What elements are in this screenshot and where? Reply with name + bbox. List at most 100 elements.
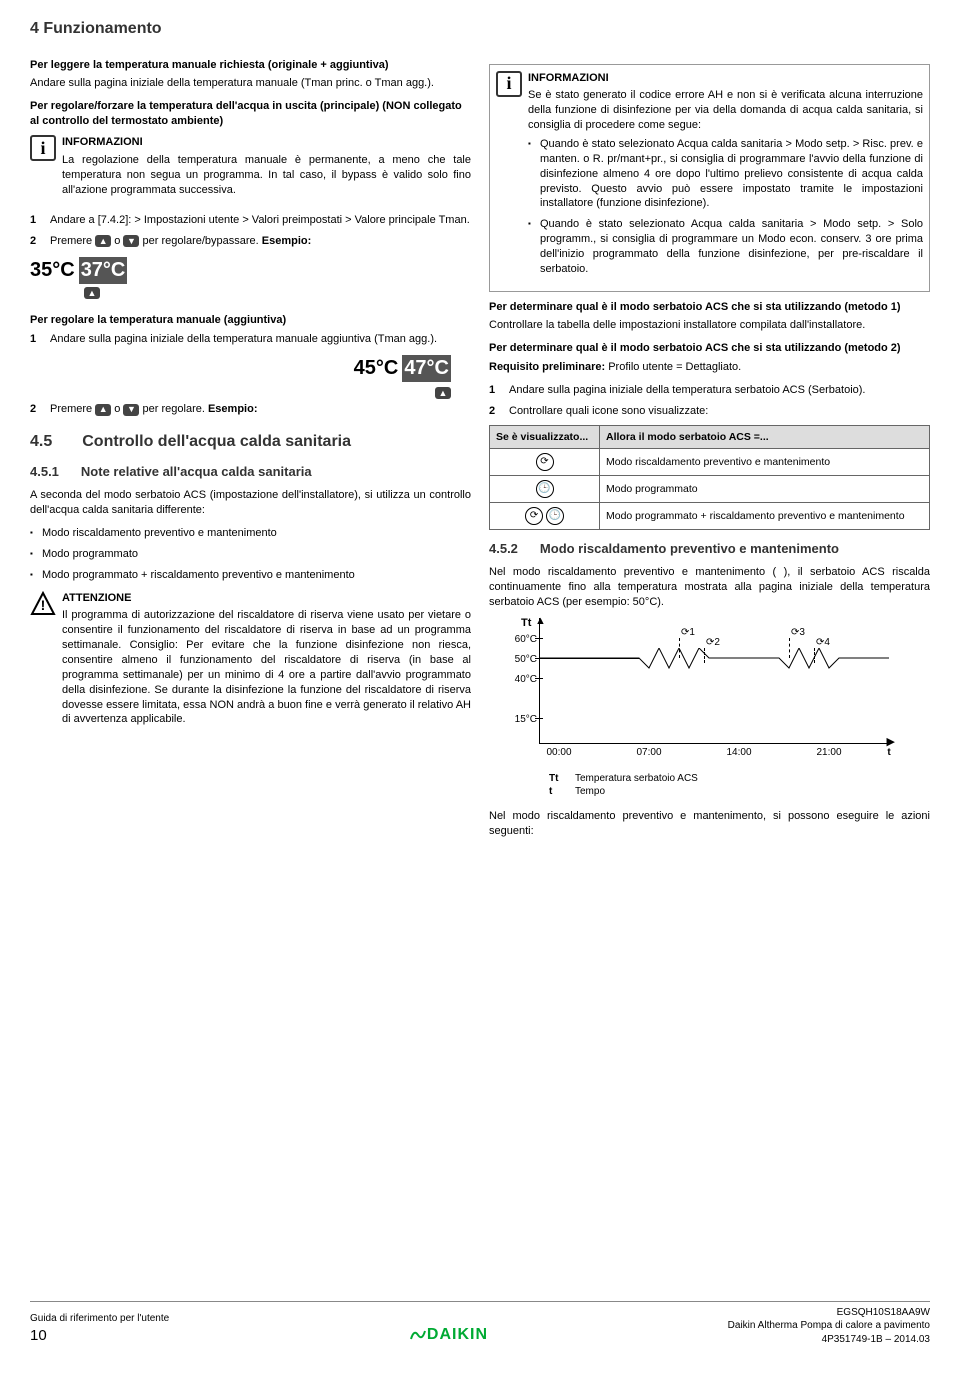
brand-logo-icon	[409, 1327, 427, 1341]
list-item: Modo riscaldamento preventivo e mantenim…	[42, 526, 471, 541]
step-number: 2	[30, 402, 42, 417]
reheat-icon: ⟳	[536, 453, 554, 471]
temp-value: 35°C	[30, 257, 75, 284]
footer-model: EGSQH10S18AA9W	[728, 1306, 930, 1320]
step-number: 1	[489, 383, 501, 398]
temperature-example: 35°C 37°C	[30, 257, 127, 284]
chart-zigzag-icon	[539, 648, 889, 688]
legend-value: Temperatura serbatoio ACS	[575, 772, 698, 786]
legend-value: Tempo	[575, 785, 605, 799]
x-tick-label: 07:00	[636, 746, 661, 760]
y-tick-label: 60°C	[499, 633, 537, 647]
bullet-list: Modo riscaldamento preventivo e mantenim…	[30, 526, 471, 583]
page-header: 4 Funzionamento	[30, 18, 930, 40]
step-text: Andare sulla pagina iniziale della tempe…	[50, 332, 471, 347]
x-axis	[539, 743, 889, 744]
table-icon-cell: ⟳	[490, 448, 600, 475]
table-row: 🕒 Modo programmato	[490, 475, 930, 502]
y-tick-label: 50°C	[499, 653, 537, 667]
step-text: Premere ▲ o ▼ per regolare/bypassare. Es…	[50, 234, 471, 249]
svg-text:!: !	[41, 597, 46, 613]
info-content: INFORMAZIONI La regolazione della temper…	[62, 135, 471, 205]
table-header-row: Se è visualizzato... Allora il modo serb…	[490, 425, 930, 448]
x-tick-label: 14:00	[726, 746, 751, 760]
y-axis-title: Tt	[521, 616, 531, 631]
paragraph: Nel modo riscaldamento preventivo e mant…	[489, 565, 930, 610]
chart-marker-line	[704, 648, 705, 663]
legend-key: Tt	[549, 772, 565, 786]
y-tick	[535, 638, 543, 639]
footer-brand: DAIKIN	[409, 1324, 488, 1346]
table-icon-cell: ⟳ 🕒	[490, 502, 600, 529]
footer-product: Daikin Altherma Pompa di calore a pavime…	[728, 1319, 930, 1333]
y-tick	[535, 718, 543, 719]
footer-docnum: 4P351749-1B – 2014.03	[728, 1333, 930, 1347]
subhead: Per regolare la temperatura manuale (agg…	[30, 313, 471, 328]
temperature-example: 45°C 47°C	[354, 355, 451, 382]
info-callout: i INFORMAZIONI Se è stato generato il co…	[489, 64, 930, 292]
info-callout: i INFORMAZIONI La regolazione della temp…	[30, 135, 471, 205]
left-column: Per leggere la temperatura manuale richi…	[30, 58, 471, 847]
up-arrow-icon: ▲	[435, 387, 451, 399]
paragraph: Nel modo riscaldamento preventivo e mant…	[489, 809, 930, 839]
y-tick-label: 15°C	[499, 713, 537, 727]
up-arrow-icon: ▲	[95, 235, 111, 247]
subsection-title: Note relative all'acqua calda sanitaria	[81, 463, 312, 481]
step: 2 Premere ▲ o ▼ per regolare/bypassare. …	[30, 234, 471, 249]
paragraph: Requisito preliminare: Profilo utente = …	[489, 360, 930, 375]
reheat-icon: ⟳	[525, 507, 543, 525]
subsection-title: Modo riscaldamento preventivo e mantenim…	[540, 540, 839, 558]
x-tick-label: 21:00	[816, 746, 841, 760]
section-number: 4	[30, 20, 39, 37]
chart-marker-line	[679, 638, 680, 658]
step: 2 Controllare quali icone sono visualizz…	[489, 404, 930, 419]
down-arrow-icon: ▼	[123, 235, 139, 247]
temp-value-highlight: 37°C	[79, 257, 128, 284]
schedule-icon: 🕒	[546, 507, 564, 525]
info-heading: INFORMAZIONI	[62, 135, 471, 150]
step-text: Andare a [7.4.2]: > Impostazioni utente …	[50, 213, 471, 228]
subhead: Per determinare qual è il modo serbatoio…	[489, 300, 930, 315]
bullet-list: Quando è stato selezionato Acqua calda s…	[528, 137, 923, 277]
down-arrow-icon: ▼	[123, 404, 139, 416]
table-header: Se è visualizzato...	[490, 425, 600, 448]
chart-marker: ⟳1	[681, 626, 695, 640]
legend-key: t	[549, 785, 565, 799]
step-number: 2	[489, 404, 501, 419]
subhead: Per regolare/forzare la temperatura dell…	[30, 99, 471, 129]
info-icon: i	[30, 135, 56, 161]
list-item: Quando è stato selezionato Acqua calda s…	[540, 137, 923, 211]
up-arrow-icon: ▲	[84, 287, 100, 299]
step-number: 1	[30, 213, 42, 228]
subsection-number: 4.5.1	[30, 463, 59, 481]
table-row: ⟳ Modo riscaldamento preventivo e manten…	[490, 448, 930, 475]
step-text: Premere ▲ o ▼ per regolare. Esempio:	[50, 402, 471, 417]
table-row: ⟳ 🕒 Modo programmato + riscaldamento pre…	[490, 502, 930, 529]
step-text: Controllare quali icone sono visualizzat…	[509, 404, 930, 419]
table-cell: Modo riscaldamento preventivo e mantenim…	[600, 448, 930, 475]
footer-left: Guida di riferimento per l'utente 10	[30, 1312, 169, 1346]
section-title: Controllo dell'acqua calda sanitaria	[82, 431, 351, 453]
warning-callout: ! ATTENZIONE Il programma di autorizzazi…	[30, 591, 471, 728]
step: 1 Andare sulla pagina iniziale della tem…	[489, 383, 930, 398]
info-content: INFORMAZIONI Se è stato generato il codi…	[528, 71, 923, 285]
list-item: Quando è stato selezionato Acqua calda s…	[540, 217, 923, 276]
subhead: Per leggere la temperatura manuale richi…	[30, 58, 471, 73]
x-tick-label: 00:00	[546, 746, 571, 760]
chart-legend: Tt Temperatura serbatoio ACS t Tempo	[549, 772, 930, 799]
up-arrow-icon: ▲	[95, 404, 111, 416]
step: 1 Andare sulla pagina iniziale della tem…	[30, 332, 471, 347]
temp-value-highlight: 47°C	[402, 355, 451, 382]
section-title: Funzionamento	[43, 20, 161, 37]
step: 1 Andare a [7.4.2]: > Impostazioni utent…	[30, 213, 471, 228]
footer-right: EGSQH10S18AA9W Daikin Altherma Pompa di …	[728, 1306, 930, 1347]
legend-row: t Tempo	[549, 785, 930, 799]
schedule-icon: 🕒	[536, 480, 554, 498]
warning-heading: ATTENZIONE	[62, 591, 471, 606]
y-axis-arrow-icon: ▲	[535, 614, 546, 629]
list-item: Modo programmato	[42, 547, 471, 562]
subsection-heading: 4.5.1 Note relative all'acqua calda sani…	[30, 463, 471, 481]
table-header: Allora il modo serbatoio ACS =...	[600, 425, 930, 448]
legend-row: Tt Temperatura serbatoio ACS	[549, 772, 930, 786]
right-column: i INFORMAZIONI Se è stato generato il co…	[489, 58, 930, 847]
